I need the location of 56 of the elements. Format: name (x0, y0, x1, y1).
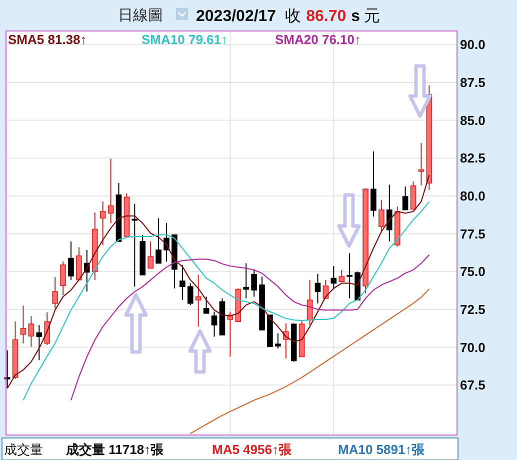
y-tick-label: 67.5 (460, 378, 486, 393)
candlestick (275, 332, 281, 349)
candlestick (36, 324, 42, 361)
candlestick (156, 218, 162, 264)
text: 86.70 (306, 8, 346, 25)
y-tick-label: 72.5 (460, 302, 486, 317)
line-series (6, 174, 430, 389)
text: SMA5 81.38↑ (8, 32, 87, 47)
line-series (190, 288, 430, 434)
chart-subtitle: 2023/02/17 (196, 8, 276, 25)
text: 元 (364, 8, 380, 25)
text: MA5 4956↑張 (212, 442, 292, 457)
y-tick-label: 80.0 (460, 188, 486, 204)
candlestick (108, 158, 114, 224)
candlestick (187, 282, 194, 306)
candlestick (60, 261, 66, 296)
candlestick (410, 180, 416, 210)
candlestick (203, 296, 210, 314)
y-tick-label: 85.0 (460, 112, 486, 128)
candlestick (20, 305, 26, 344)
candlestick (28, 316, 34, 348)
text: 成交量 (4, 442, 43, 457)
y-tick-label: 90.0 (460, 37, 486, 52)
y-tick-label: 82.5 (460, 150, 486, 166)
candlestick (68, 240, 74, 280)
candlestick (370, 150, 376, 218)
y-tick-label: 75.0 (460, 264, 486, 280)
candlestick (418, 142, 424, 186)
candlestick (402, 186, 408, 210)
candlestick (346, 252, 352, 299)
text: MA10 5891↑張 (338, 442, 426, 457)
candlestick (195, 274, 202, 328)
candlestick (378, 199, 384, 232)
candlestick (330, 265, 337, 290)
candlestick (243, 262, 249, 299)
candlestick (251, 268, 257, 298)
y-tick-label: 70.0 (460, 340, 486, 355)
y-tick-label: 77.5 (460, 226, 486, 242)
candlestick (386, 184, 392, 242)
candlestick (211, 311, 218, 338)
text: s (351, 8, 360, 25)
candlestick (180, 264, 186, 301)
line-series (22, 201, 430, 401)
candlestick (100, 201, 106, 246)
candlestick (164, 222, 170, 262)
candlestick (148, 240, 154, 269)
candlestick (314, 273, 321, 304)
y-tick-label: 87.5 (460, 74, 486, 90)
text: SMA10 79.61↑ (142, 32, 228, 47)
text: 收 (285, 8, 302, 25)
line-series (70, 254, 430, 401)
text: SMA20 76.10↑ (275, 32, 361, 47)
candlestick (52, 276, 58, 309)
text: 成交量 11718↑張 (65, 442, 165, 457)
candlestick (338, 269, 345, 282)
chart-title: 日線圖 (118, 7, 163, 24)
